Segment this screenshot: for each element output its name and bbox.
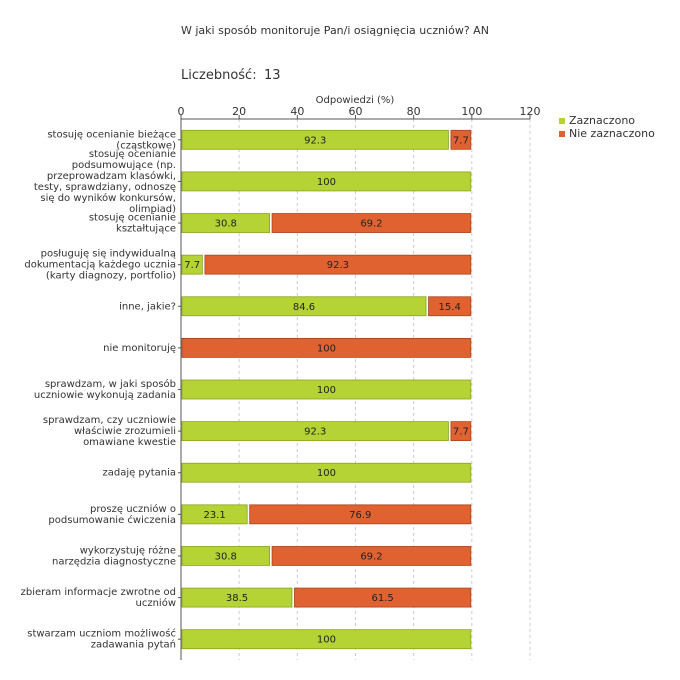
category-label: inne, jakie? [119,301,176,312]
x-axis-ticks: 0 20 40 60 80 100 120 [178,105,541,119]
category-label: stosuję ocenianie podsumowujące (np. przep… [34,149,176,215]
bar-value-label: 76.9 [349,510,371,521]
category-label: wykorzystuję różne narzędzia diagnostyczn… [52,544,176,567]
bar-segment [249,504,472,525]
bar-segment [271,213,472,233]
bar-value-label: 100 [317,343,336,354]
bar-segment [181,129,449,150]
category-label: proszę uczniów o podsumowanie ćwiczenia [48,503,176,526]
legend-label: Zaznaczono [569,114,635,127]
category-labels: stosuję ocenianie bieżące (cząstkowe)stos… [21,129,181,651]
category-label: nie monitoruję [103,343,176,354]
category-label: posługuję się indywidualną dokumentacją k… [24,249,176,282]
bar-value-label: 23.1 [203,510,225,521]
bar-value-label: 7.7 [453,135,469,146]
bar-value-label: 30.8 [215,219,237,230]
x-tick-label: 60 [349,105,363,118]
bar-segment [204,254,472,275]
category-label: zadaję pytania [102,468,176,479]
bar-segment [181,254,203,275]
legend-label: Nie zaznaczono [569,127,655,140]
bar-segment [428,296,472,317]
bar-segment [181,421,449,442]
bar-value-label: 100 [317,177,336,188]
bar-segment [181,504,248,525]
bar-segment [271,546,472,566]
count-label: Liczebność: [181,68,257,83]
bar-value-label: 7.7 [184,260,200,271]
bar-value-label: 92.3 [304,427,326,438]
x-tick-label: 40 [290,105,304,118]
bar-segment [450,421,472,442]
x-tick-label: 120 [520,105,541,118]
bar-segment [181,462,472,483]
category-label: stwarzam uczniom możliwość zadawania pyta… [27,628,176,651]
bar-segment [181,171,472,192]
gridlines [238,119,531,660]
category-label: sprawdzam, czy uczniowie właściwie zrozum… [43,415,176,448]
x-tick-label: 100 [461,105,482,118]
count-value: 13 [264,68,281,83]
bar-value-label: 100 [317,468,336,479]
bar-value-label: 69.2 [360,219,382,230]
category-label: zbieram informacje zwrotne od uczniów [21,587,176,609]
bar-value-label: 92.3 [327,260,349,271]
legend-swatch [559,118,565,124]
bar-value-label: 92.3 [304,135,326,146]
bar-segment [181,629,472,650]
x-tick-label: 0 [178,105,185,118]
x-tick-label: 80 [407,105,421,118]
bars: 92.3 7.7 100 30.8 69.2 7.7 92.3 84.6 15.4 100 100 9… [181,129,472,650]
bar-value-label: 84.6 [293,302,315,313]
bar-segment [181,379,472,400]
bar-value-label: 100 [317,635,336,646]
bar-segment [181,587,293,608]
bar-segment [181,213,270,233]
bar-segment [181,296,427,317]
x-axis-title: Odpowiedzi (%) [316,95,395,106]
bar-segment [181,337,472,358]
category-label: stosuję ocenianie kształtujące [89,213,176,235]
bar-segment [181,546,270,566]
chart-title: W jaki sposób monitoruje Pan/i osiągnięc… [181,24,489,37]
bar-value-label: 30.8 [215,551,237,562]
bar-value-label: 100 [317,385,336,396]
x-tick-label: 20 [232,105,246,118]
bar-value-label: 69.2 [360,551,382,562]
bar-segment [294,587,472,608]
bar-value-label: 38.5 [226,593,248,604]
category-label: stosuję ocenianie bieżące (cząstkowe) [47,129,176,151]
bar-value-label: 15.4 [439,302,461,313]
bar-value-label: 7.7 [453,427,469,438]
legend-swatch [559,131,565,137]
bar-value-label: 61.5 [372,593,394,604]
bar-segment [450,129,472,150]
category-label: sprawdzam, w jaki sposób uczniowie wykonu… [34,378,176,401]
